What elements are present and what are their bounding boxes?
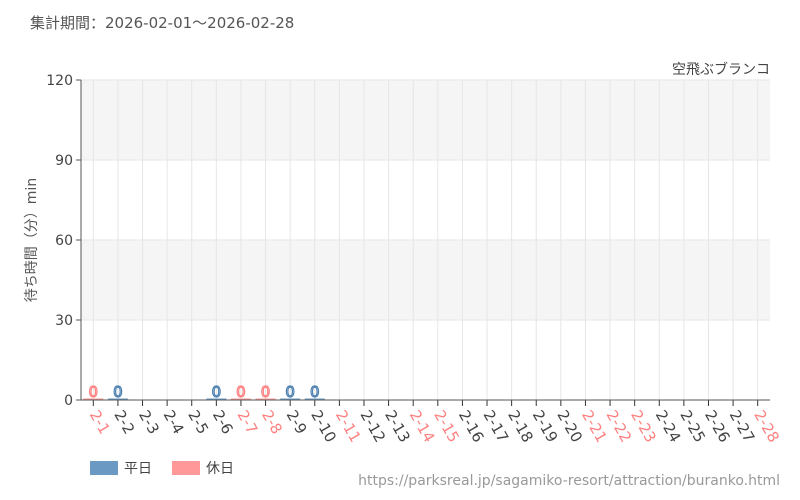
x-tick-label: 2-2 — [110, 407, 138, 437]
bar — [280, 398, 301, 400]
data-label: 0 — [310, 383, 320, 401]
bar — [107, 398, 128, 400]
x-tick-label: 2-9 — [283, 407, 311, 437]
y-axis-label: 待ち時間（分）min — [24, 178, 40, 302]
x-tick-label: 2-12 — [357, 407, 390, 445]
y-tick-label: 120 — [46, 73, 73, 89]
grid-band — [81, 240, 770, 320]
source-link[interactable]: https://parksreal.jp/sagamiko-resort/att… — [358, 473, 780, 489]
x-tick-label: 2-21 — [578, 407, 611, 445]
x-tick-label: 2-19 — [529, 407, 562, 445]
y-tick-label: 30 — [55, 313, 73, 329]
x-tick-label: 2-4 — [160, 407, 188, 437]
bar — [230, 398, 251, 400]
chart-title: 空飛ぶブランコ — [672, 61, 770, 78]
bar — [304, 398, 325, 400]
x-tick-label: 2-17 — [480, 407, 513, 445]
x-tick-label: 2-3 — [135, 407, 163, 437]
x-tick-label: 2-25 — [676, 407, 709, 445]
x-tick-label: 2-11 — [332, 407, 365, 445]
x-tick-label: 2-13 — [381, 407, 414, 445]
x-tick-label: 2-1 — [86, 407, 114, 437]
y-tick-label: 0 — [64, 393, 73, 409]
weekday-swatch — [90, 461, 118, 475]
x-tick-label: 2-15 — [430, 407, 463, 445]
y-tick-label: 90 — [55, 153, 73, 169]
x-tick-label: 2-23 — [627, 407, 660, 445]
x-tick-label: 2-18 — [504, 407, 537, 445]
legend: 平日 休日 — [90, 458, 234, 478]
x-tick-label: 2-27 — [726, 407, 759, 445]
bar — [255, 398, 276, 400]
holiday-swatch — [172, 461, 200, 475]
grid-band — [81, 80, 770, 160]
bar — [206, 398, 227, 400]
data-label: 0 — [285, 383, 295, 401]
x-tick-label: 2-7 — [233, 407, 261, 437]
x-tick-label: 2-10 — [307, 407, 340, 445]
x-tick-label: 2-16 — [455, 407, 488, 445]
data-label: 0 — [236, 383, 246, 401]
data-label: 0 — [113, 383, 123, 401]
data-label: 0 — [212, 383, 222, 401]
x-tick-label: 2-28 — [750, 407, 783, 445]
data-label: 0 — [261, 383, 271, 401]
x-tick-label: 2-22 — [603, 407, 636, 445]
x-tick-label: 2-8 — [258, 407, 286, 437]
x-tick-label: 2-6 — [209, 407, 237, 437]
x-tick-label: 2-24 — [652, 407, 685, 445]
period-label: 集計期間：2026-02-01～2026-02-28 — [30, 14, 295, 32]
x-tick-label: 2-14 — [406, 407, 439, 445]
bar — [83, 398, 104, 400]
x-tick-label: 2-20 — [553, 407, 586, 445]
x-tick-label: 2-5 — [184, 407, 212, 437]
x-tick-label: 2-26 — [701, 407, 734, 445]
legend-weekday: 平日 — [90, 458, 152, 478]
y-tick-label: 60 — [55, 233, 73, 249]
legend-holiday: 休日 — [172, 458, 234, 478]
data-label: 0 — [89, 383, 99, 401]
